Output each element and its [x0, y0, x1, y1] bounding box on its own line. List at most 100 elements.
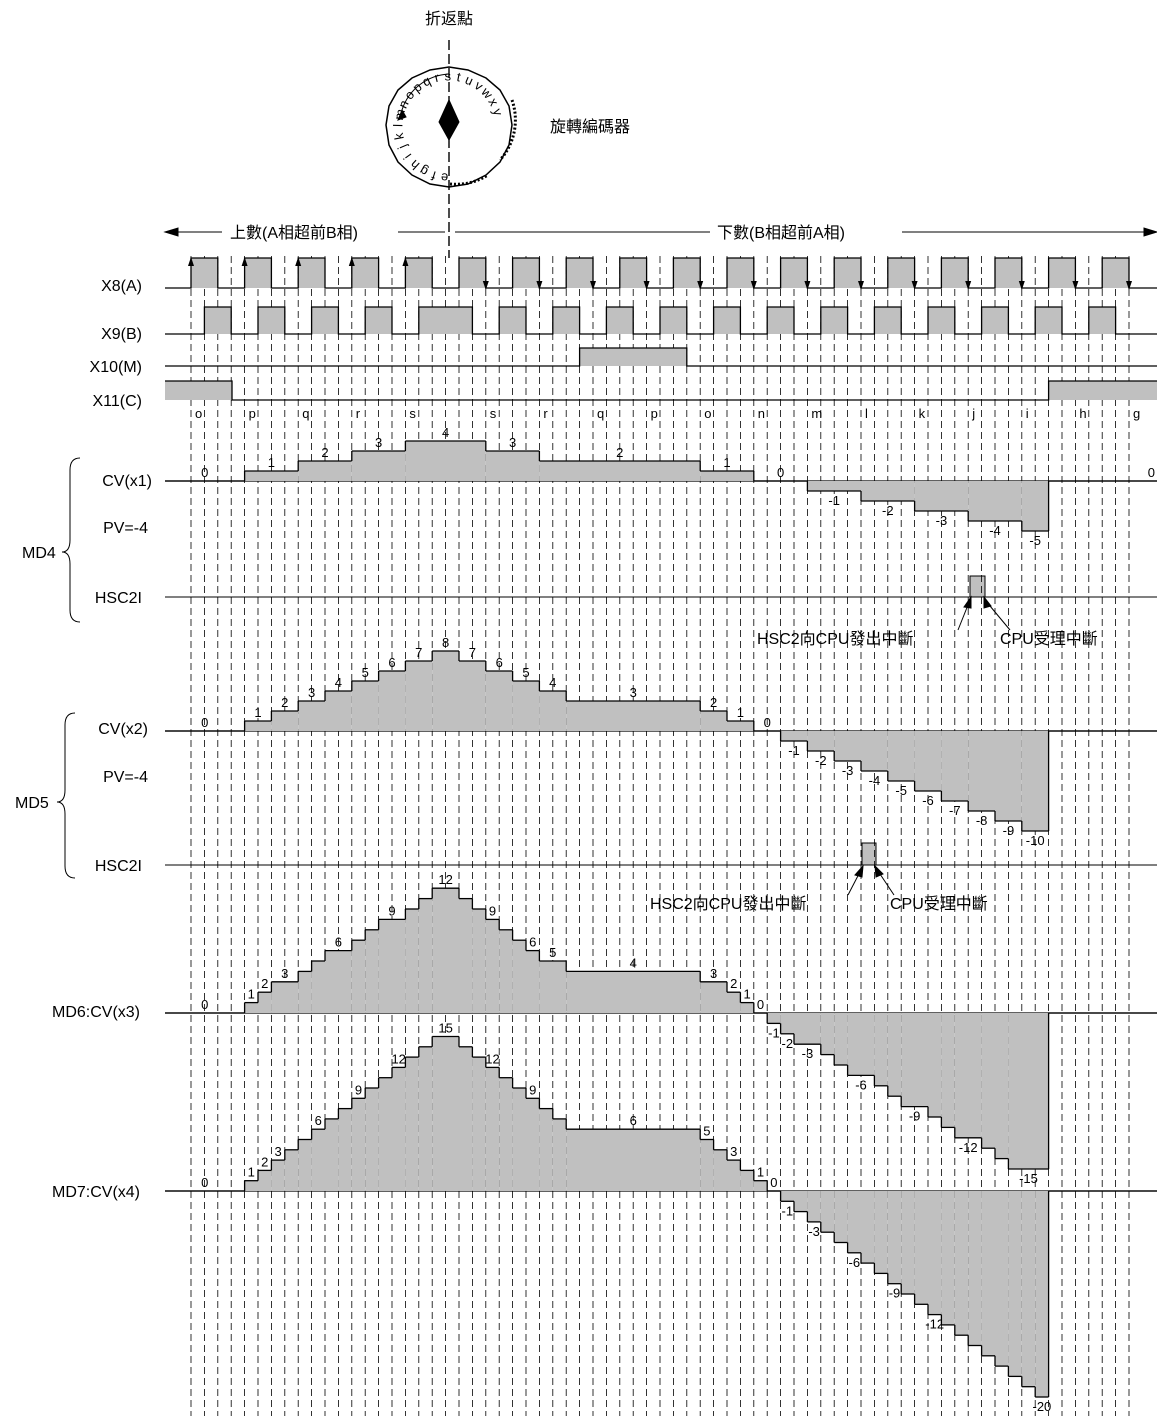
count-label: -9 [889, 1286, 901, 1301]
count-label: 3 [375, 435, 382, 450]
brace [56, 712, 76, 879]
dial-letter: l [390, 124, 405, 127]
dial-letter: r [433, 69, 441, 85]
count-label: 12 [391, 1051, 405, 1066]
signal-a-high [244, 258, 272, 288]
count-area [914, 731, 942, 791]
edge-arrow [590, 281, 596, 290]
signal-a-high [1102, 258, 1129, 288]
note: CPU受理中斷 [1000, 630, 1098, 648]
position-letter: j [971, 406, 975, 421]
signal-b-high [981, 307, 1009, 334]
signal-a-high [1048, 258, 1076, 288]
dial-letter: f [429, 168, 437, 184]
count-label: 3 [308, 685, 315, 700]
count-area [995, 1191, 1009, 1367]
count-area [700, 981, 727, 1013]
dial-letter: t [456, 69, 463, 84]
count-label: 0 [201, 997, 208, 1012]
count-label: -7 [949, 803, 961, 818]
count-area [512, 681, 540, 731]
count-label: -3 [842, 763, 854, 778]
signal-b-high [499, 307, 526, 334]
edge-arrow [804, 281, 811, 290]
count-area [914, 481, 969, 511]
count-area [405, 909, 419, 1013]
signal-b-high [418, 307, 473, 334]
count-label: 0 [201, 715, 208, 730]
count-area [418, 898, 433, 1013]
signal-a-high [941, 258, 969, 288]
position-letter: h [1079, 406, 1086, 421]
count-area [914, 1191, 928, 1305]
edge-arrow [965, 281, 972, 290]
count-label: 0 [777, 465, 784, 480]
count-area [271, 1160, 285, 1191]
count-area [968, 731, 995, 811]
count-area [325, 1118, 339, 1191]
signal-label: X11(C) [93, 393, 143, 410]
edge-arrow [697, 281, 704, 290]
count-area [378, 671, 406, 731]
count-label: 7 [469, 645, 476, 660]
title: 折返點 [425, 10, 473, 28]
count-label: -9 [1003, 823, 1015, 838]
position-letter: o [704, 406, 711, 421]
count-area [365, 1088, 379, 1191]
signal-a-high [727, 258, 754, 288]
count-label: -15 [1019, 1171, 1038, 1186]
dial-letter: k [391, 131, 407, 141]
count-label: 5 [522, 665, 529, 680]
count-label: -10 [1026, 833, 1045, 848]
count-area [874, 1013, 888, 1086]
signal-a-high [619, 258, 647, 288]
count-label: 3 [710, 966, 717, 981]
position-letter: p [651, 406, 658, 421]
count-area [271, 711, 299, 731]
count-area [244, 1002, 258, 1013]
count-label: -12 [925, 1317, 944, 1332]
count-area [767, 1013, 781, 1024]
count-area [271, 981, 299, 1013]
count-label: 6 [529, 935, 536, 950]
count-area [566, 1129, 701, 1191]
signal-a-high [780, 258, 808, 288]
signal-b [165, 306, 1157, 335]
position-letter: r [356, 406, 361, 421]
signal-b-high [365, 307, 392, 334]
count-label: 6 [335, 935, 342, 950]
count-area [780, 1013, 794, 1034]
count-label: -4 [989, 523, 1001, 538]
count-area [700, 711, 727, 731]
count-area [539, 461, 701, 481]
signal-b-high [767, 307, 794, 334]
count-label: 6 [315, 1113, 322, 1128]
count-label: -1 [768, 1025, 780, 1040]
signal-b-high [258, 307, 285, 334]
signal-b-high [874, 307, 902, 334]
count-label: -5 [895, 783, 907, 798]
count-area [351, 1098, 366, 1191]
count-area [713, 1149, 727, 1191]
count-label: -2 [782, 1036, 794, 1051]
count-area [820, 1191, 835, 1233]
count-label: -5 [1029, 533, 1041, 548]
count-label: 4 [630, 955, 637, 970]
signal-a-high [834, 258, 861, 288]
count-area [780, 1191, 794, 1202]
count-area [941, 731, 969, 801]
count-label: 9 [355, 1082, 362, 1097]
count-label: 3 [281, 966, 288, 981]
signal-a-high [512, 258, 540, 288]
count-label: -20 [1033, 1399, 1052, 1414]
count-label: -8 [976, 813, 988, 828]
count-area [405, 661, 433, 731]
count-area [727, 1160, 741, 1191]
count-area [244, 471, 299, 481]
count-label: 0 [201, 465, 208, 480]
count-label: 0 [764, 715, 771, 730]
count-label: 2 [710, 695, 717, 710]
count-label: 4 [335, 675, 342, 690]
count-label: 6 [630, 1113, 637, 1128]
count-area [740, 1002, 754, 1013]
